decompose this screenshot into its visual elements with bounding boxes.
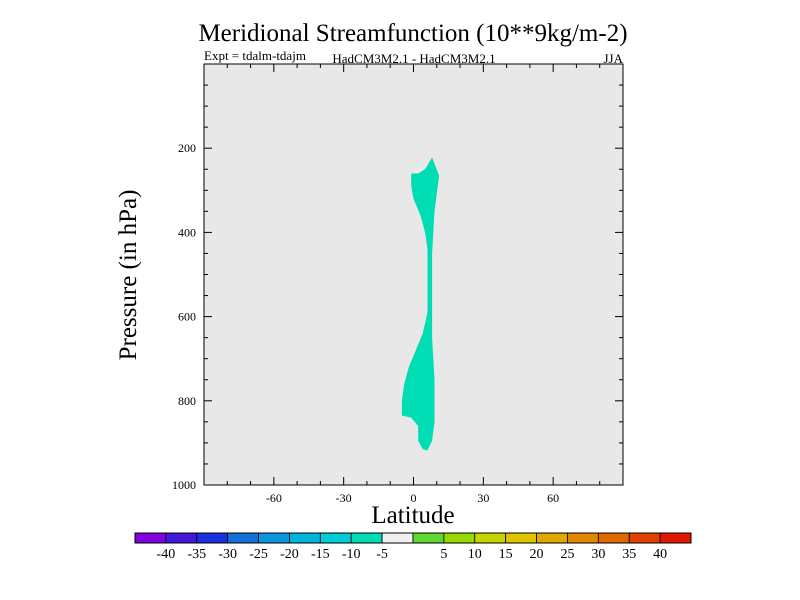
colorbar-label: -15 bbox=[311, 547, 330, 562]
contour-region-minus10-minus5 bbox=[401, 157, 440, 451]
x-tick-label: 60 bbox=[547, 491, 559, 505]
colorbar-label: 5 bbox=[440, 547, 447, 562]
x-tick-label: 30 bbox=[477, 491, 489, 505]
colorbar-label: -35 bbox=[187, 547, 206, 562]
colorbar-swatch bbox=[597, 532, 630, 544]
colorbar-swatch bbox=[628, 532, 661, 544]
x-tick-label: -30 bbox=[336, 491, 352, 505]
colorbar-label: 25 bbox=[560, 547, 574, 562]
colorbar-label: 20 bbox=[530, 547, 544, 562]
plot-background bbox=[204, 64, 623, 485]
y-axis-label: Pressure (in hPa) bbox=[115, 190, 142, 361]
x-axis-ticks bbox=[273, 64, 554, 485]
colorbar-swatch bbox=[196, 532, 229, 544]
chart-title: Meridional Streamfunction (10**9kg/m-2) bbox=[198, 20, 627, 47]
colorbar-label: 35 bbox=[622, 547, 636, 562]
colorbar-swatch bbox=[567, 532, 599, 544]
colorbar-swatch bbox=[289, 532, 321, 544]
colorbar-swatch bbox=[227, 532, 259, 544]
colorbar-swatch bbox=[536, 532, 568, 544]
minor-ticks bbox=[204, 64, 623, 485]
colorbar-frame bbox=[134, 532, 692, 544]
colorbar-swatch bbox=[505, 532, 537, 544]
colorbar-label: 30 bbox=[591, 547, 605, 562]
colorbar-label: -10 bbox=[342, 547, 361, 562]
colorbar-swatch bbox=[258, 532, 290, 544]
x-tick-label: -60 bbox=[266, 491, 282, 505]
colorbar-label: 15 bbox=[499, 547, 513, 562]
plot-frame bbox=[203, 63, 624, 486]
colorbar-label: -30 bbox=[218, 547, 237, 562]
colorbar-swatch bbox=[134, 532, 167, 544]
colorbar-label: -20 bbox=[280, 547, 299, 562]
x-axis-label: Latitude bbox=[371, 502, 454, 529]
model-comparison-label: HadCM3M2.1 - HadCM3M2.1 bbox=[332, 51, 495, 66]
y-tick-label: 800 bbox=[178, 394, 196, 408]
colorbar-swatch bbox=[319, 532, 352, 544]
y-tick-label: 200 bbox=[178, 141, 196, 155]
colorbar-label: 10 bbox=[468, 547, 482, 562]
x-tick-label: 0 bbox=[411, 491, 417, 505]
colorbar bbox=[134, 532, 692, 544]
colorbar-swatch bbox=[381, 532, 414, 544]
season-label: JJA bbox=[603, 51, 623, 66]
experiment-label: Expt = tdalm-tdajm bbox=[204, 48, 306, 63]
y-tick-label: 400 bbox=[178, 225, 196, 239]
colorbar-swatch bbox=[659, 532, 692, 544]
colorbar-label: 40 bbox=[653, 547, 667, 562]
y-tick-label: 600 bbox=[178, 310, 196, 324]
colorbar-label: -5 bbox=[376, 547, 388, 562]
colorbar-swatch bbox=[474, 532, 507, 544]
colorbar-swatch bbox=[350, 532, 383, 544]
colorbar-label: -25 bbox=[249, 547, 268, 562]
colorbar-swatch bbox=[412, 532, 445, 544]
colorbar-swatch bbox=[165, 532, 198, 544]
y-tick-label: 1000 bbox=[172, 478, 196, 492]
colorbar-label: -40 bbox=[157, 547, 176, 562]
colorbar-swatch bbox=[443, 532, 476, 544]
